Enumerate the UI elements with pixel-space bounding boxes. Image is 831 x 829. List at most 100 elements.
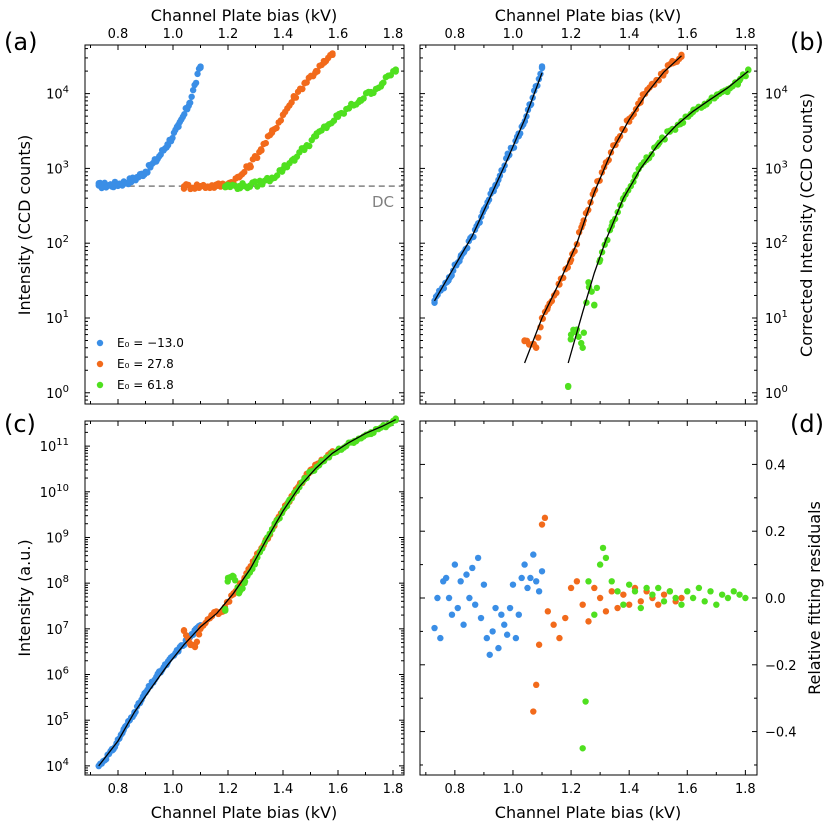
panel-a-xtick-label-top: 1.0 — [163, 27, 184, 42]
panel-a-point — [290, 94, 298, 101]
panel-a-point — [197, 183, 204, 190]
panel-d-point — [620, 591, 627, 598]
panel-d-point — [655, 584, 662, 592]
panel-d-point — [707, 588, 714, 595]
panel-c-point — [109, 747, 116, 754]
panel-b-point — [724, 85, 732, 93]
panel-b-point — [593, 284, 601, 292]
panel-b-point — [567, 336, 574, 343]
panel-d-point — [585, 618, 592, 625]
panel-a-point — [268, 129, 276, 136]
panel-a-point — [142, 168, 149, 176]
panel-d-point — [718, 591, 726, 598]
panel-c-point — [224, 574, 232, 582]
panel-d-point — [585, 578, 592, 585]
panel-d-point — [501, 621, 508, 628]
panel-a-point — [329, 51, 336, 59]
panel-a-point — [95, 182, 102, 189]
panel-d-point — [457, 578, 464, 585]
panel-a-point — [235, 183, 243, 190]
panel-d-point — [512, 634, 520, 642]
panel-b-point — [591, 301, 598, 309]
panel-a-point — [257, 146, 265, 153]
panel-a-point — [189, 86, 197, 94]
panel-a-point — [241, 168, 248, 176]
panel-d-ytick-label: 0.0 — [765, 592, 786, 607]
panel-d-point — [541, 514, 549, 522]
panel-a-point — [109, 181, 116, 189]
panel-a-series-2 — [222, 66, 399, 193]
panel-a-xtick-label-top: 1.8 — [383, 27, 404, 42]
panel-d-point — [451, 561, 459, 568]
panel-d-point — [442, 574, 450, 582]
panel-d-point — [483, 634, 491, 642]
panel-b-xtick-label-top: 1.2 — [561, 27, 582, 42]
panel-d-point — [631, 588, 639, 595]
top-xlabel-a: Channel Plate bias (kV) — [151, 6, 337, 25]
panel-d-point — [486, 651, 493, 658]
bottom-xlabel-c: Channel Plate bias (kV) — [151, 803, 337, 822]
panel-c-point — [193, 638, 201, 646]
panel-d-point — [573, 578, 581, 585]
panel-d-point — [625, 581, 633, 588]
panel-c-ytick-label: 1011 — [40, 437, 69, 455]
ylabel-d: Relative fitting residuals — [805, 501, 824, 695]
panel-d-point — [509, 581, 517, 588]
panel-a-point — [273, 172, 281, 179]
panel-b-point — [661, 136, 668, 143]
panel-d-xtick-label: 1.4 — [619, 782, 640, 797]
panel-d-point — [742, 594, 749, 602]
panel-c-point — [191, 643, 199, 651]
panel-a-point — [186, 99, 193, 107]
panel-a-point — [222, 183, 229, 190]
panel-a-xtick-label-top: 0.8 — [108, 27, 129, 42]
panel-c-ytick-label: 108 — [46, 574, 69, 592]
panel-d-point — [582, 698, 589, 705]
panel-c-xtick-label: 1.6 — [328, 782, 349, 797]
panel-a-series-1 — [180, 50, 336, 193]
panel-d-point — [544, 608, 552, 615]
panel-d-point — [556, 634, 563, 642]
panel-d-point — [466, 594, 473, 602]
panel-d-point — [701, 598, 708, 605]
panel-d-point — [614, 588, 621, 595]
panel-d-point — [448, 611, 456, 618]
panel-d-point — [530, 551, 537, 558]
panel-d-point — [730, 588, 737, 595]
panel-d-point — [431, 624, 438, 632]
panel-d-point — [596, 594, 604, 602]
panel-a-xtick-label-top: 1.4 — [273, 27, 294, 42]
panel-a-point — [164, 141, 171, 148]
panel-c-xtick-label: 1.8 — [383, 782, 404, 797]
panel-d-point — [599, 544, 607, 552]
panel-c-frame — [84, 420, 405, 776]
panel-d-point — [689, 594, 697, 602]
panel-b-point — [588, 288, 595, 295]
panel-a-point — [153, 156, 160, 164]
panel-c-point — [235, 590, 243, 597]
panel-d-point — [521, 561, 528, 568]
panel-b-point — [585, 279, 592, 286]
panel-d-point — [492, 604, 499, 612]
panel-c-ytick-label: 107 — [46, 620, 69, 638]
panel-label-c: (c) — [4, 410, 36, 438]
panel-d-point — [434, 594, 441, 602]
panel-a-point — [262, 139, 269, 147]
panel-c-point — [175, 646, 182, 653]
panel-c-xtick-label: 1.2 — [218, 782, 239, 797]
panel-d-ytick-label: 0.4 — [765, 458, 786, 473]
panel-a-point — [188, 93, 195, 100]
panel-a-ytick-label: 101 — [46, 309, 69, 327]
panel-d-xtick-label: 1.2 — [561, 782, 582, 797]
panel-a-point — [301, 79, 309, 86]
panel-d-xtick-label: 1.6 — [677, 782, 698, 797]
panel-d-point — [620, 601, 627, 608]
panel-c-point — [230, 573, 237, 580]
panel-d-point — [591, 611, 598, 618]
panel-b-point — [533, 344, 540, 351]
panel-d-point — [660, 591, 668, 598]
panel-b-series-2 — [564, 66, 752, 391]
panel-a-point — [251, 178, 259, 185]
legend-marker — [96, 381, 104, 389]
